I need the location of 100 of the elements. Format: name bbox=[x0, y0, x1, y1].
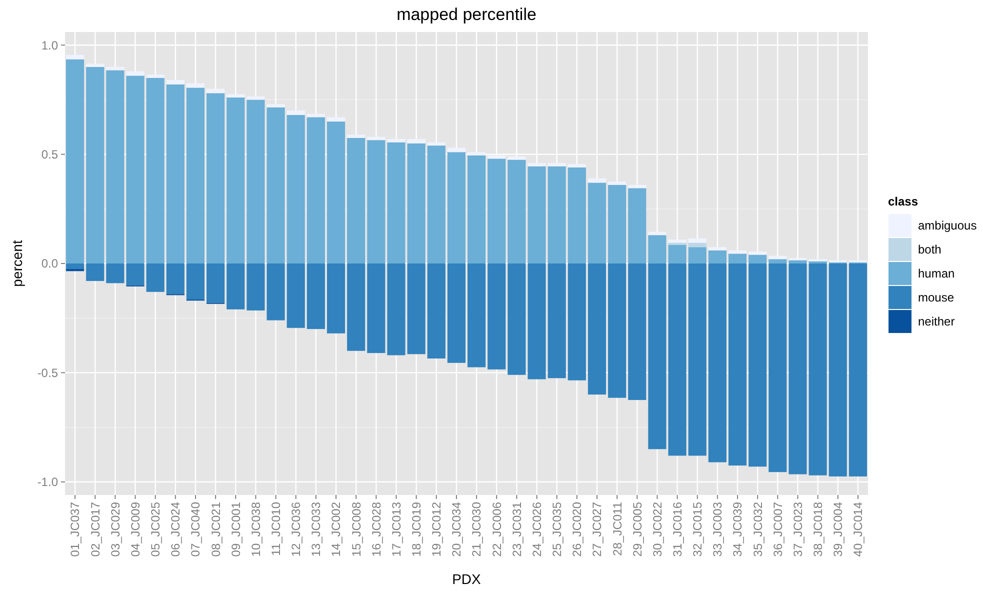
bar bbox=[468, 155, 486, 264]
bar bbox=[708, 247, 726, 250]
bar bbox=[407, 143, 426, 264]
y-tick-label: 0.5 bbox=[41, 148, 58, 162]
bar bbox=[488, 158, 506, 264]
bar bbox=[768, 259, 787, 264]
x-tick-label: 39_JC004 bbox=[831, 502, 846, 557]
bar bbox=[266, 104, 285, 108]
bar bbox=[86, 264, 104, 281]
x-tick-label: 20_JC034 bbox=[450, 502, 464, 557]
bar bbox=[427, 264, 446, 358]
bar bbox=[66, 268, 84, 272]
x-tick-label: 16_JC028 bbox=[369, 502, 384, 557]
bar bbox=[106, 264, 124, 284]
legend-title: class bbox=[888, 194, 918, 208]
bar bbox=[106, 66, 124, 70]
bar bbox=[848, 264, 867, 476]
bar bbox=[286, 114, 305, 264]
legend-label: mouse bbox=[918, 290, 954, 305]
bar bbox=[367, 140, 386, 264]
bar bbox=[588, 178, 606, 183]
bar bbox=[387, 142, 406, 264]
bar bbox=[146, 78, 164, 264]
bar bbox=[748, 251, 767, 255]
bar bbox=[688, 238, 706, 243]
bar bbox=[86, 64, 104, 67]
x-tick-label: 31_JC016 bbox=[670, 502, 684, 557]
bar bbox=[286, 264, 305, 328]
bar bbox=[186, 83, 205, 88]
bar bbox=[407, 264, 426, 354]
bar bbox=[788, 264, 807, 474]
bar bbox=[548, 163, 566, 166]
y-tick-label: -0.5 bbox=[37, 366, 58, 380]
x-tick-label: 25_JC035 bbox=[550, 502, 564, 557]
bar bbox=[106, 70, 124, 264]
bar bbox=[447, 152, 466, 264]
bar bbox=[668, 264, 686, 456]
bar bbox=[568, 167, 586, 264]
bar bbox=[66, 54, 84, 60]
bar bbox=[126, 264, 144, 286]
bar bbox=[768, 256, 787, 260]
y-tick-label: 0.0 bbox=[41, 256, 58, 271]
bar bbox=[728, 250, 747, 254]
bar bbox=[387, 264, 406, 356]
bar bbox=[528, 264, 546, 380]
bar bbox=[568, 264, 586, 380]
bar bbox=[628, 188, 646, 264]
x-tick-label: 03_JC029 bbox=[108, 502, 122, 557]
bar bbox=[508, 156, 526, 160]
bar bbox=[427, 146, 446, 264]
bar bbox=[508, 160, 526, 264]
x-tick-label: 28_JC011 bbox=[610, 502, 624, 556]
bar bbox=[246, 96, 265, 100]
bar bbox=[808, 264, 827, 476]
bar bbox=[146, 74, 164, 78]
bar bbox=[688, 242, 706, 248]
bar bbox=[608, 184, 626, 264]
bar bbox=[367, 264, 386, 354]
x-tick-label: 37_JC023 bbox=[790, 502, 805, 557]
bar bbox=[688, 264, 706, 456]
bar bbox=[226, 98, 245, 264]
bar bbox=[306, 117, 325, 264]
bar bbox=[548, 264, 566, 378]
bar bbox=[306, 264, 325, 330]
y-axis-title: percent bbox=[9, 240, 25, 287]
x-tick-label: 34_JC039 bbox=[730, 502, 745, 557]
bar bbox=[246, 264, 265, 310]
bar bbox=[688, 247, 706, 264]
x-tick-label: 21_JC030 bbox=[470, 502, 484, 557]
bar bbox=[788, 260, 807, 264]
bar bbox=[468, 152, 486, 156]
bar bbox=[548, 166, 566, 264]
x-tick-label: 40_JC014 bbox=[851, 502, 866, 557]
bar bbox=[648, 235, 666, 264]
bar bbox=[708, 250, 726, 264]
x-tick-label: 08_JC021 bbox=[208, 502, 223, 557]
bar bbox=[226, 94, 245, 98]
bar bbox=[126, 76, 144, 264]
bar bbox=[728, 254, 747, 264]
x-tick-label: 13_JC033 bbox=[309, 502, 324, 557]
bar bbox=[427, 142, 446, 146]
bar bbox=[166, 264, 184, 294]
legend-label: both bbox=[918, 242, 942, 257]
y-tick-label: 1.0 bbox=[41, 38, 58, 52]
bar bbox=[768, 264, 787, 472]
bar bbox=[166, 84, 184, 264]
x-tick-label: 15_JC008 bbox=[349, 502, 364, 557]
bar bbox=[347, 134, 366, 138]
bar bbox=[447, 264, 466, 363]
x-tick-label: 01_JC037 bbox=[68, 502, 82, 557]
bar bbox=[326, 122, 346, 264]
bar bbox=[668, 239, 686, 243]
bar bbox=[146, 264, 164, 292]
x-tick-label: 36_JC007 bbox=[770, 502, 785, 557]
bar bbox=[608, 182, 626, 185]
x-tick-label: 26_JC020 bbox=[570, 502, 584, 557]
legend-label: ambiguous bbox=[918, 218, 977, 233]
bar bbox=[488, 155, 506, 159]
x-tick-label: 19_JC012 bbox=[430, 502, 444, 557]
x-tick-label: 35_JC032 bbox=[750, 502, 765, 557]
